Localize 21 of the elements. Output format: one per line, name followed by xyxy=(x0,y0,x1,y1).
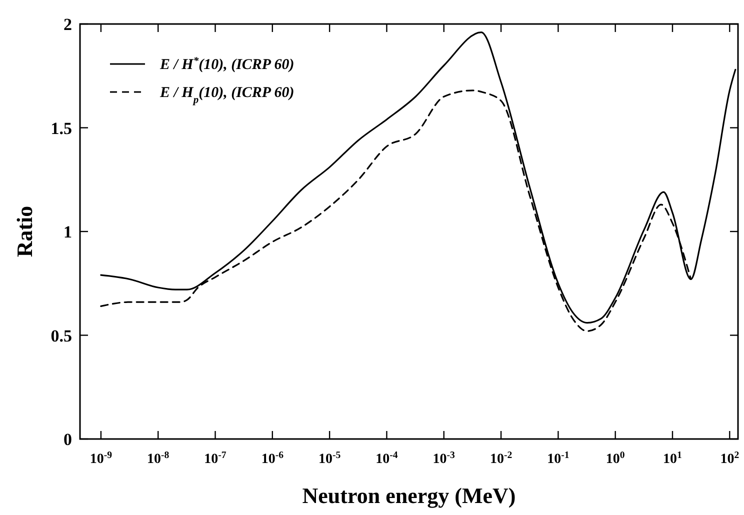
x-tick-label: 10$^{-7}$ xyxy=(204,450,226,467)
x-tick-label: 10$^{-3}$ xyxy=(432,450,456,467)
x-tick-label: 10$^{-1}$ xyxy=(547,450,570,467)
x-axis-title: Neutron energy (MeV) xyxy=(302,483,516,508)
x-tick-label: 10$^{-6}$ xyxy=(261,450,284,467)
x-tick-label: 10$^{-2}$ xyxy=(490,450,512,467)
x-tick-label: 10$^{-4}$ xyxy=(376,450,398,467)
x-tick-label: 10$^{-8}$ xyxy=(147,450,170,467)
y-axis-title: Ratio xyxy=(12,206,37,258)
y-tick-label: 0 xyxy=(64,430,72,449)
legend-label: E / H$^{*}$(10), (ICRP 60) xyxy=(159,56,294,73)
x-tick-label: 10$^{2}$ xyxy=(720,450,740,467)
y-tick-label: 1.5 xyxy=(50,118,72,138)
x-tick-label: 10$^{-9}$ xyxy=(90,450,112,467)
y-tick-label: 2 xyxy=(64,15,72,34)
x-tick-label: 10$^{1}$ xyxy=(663,450,682,467)
y-tick-label: 0.5 xyxy=(50,326,72,346)
x-tick-label: 10$^{-5}$ xyxy=(318,450,341,467)
y-tick-label: 1 xyxy=(64,222,72,242)
legend-label: E / H$_{p}$(10), (ICRP 60) xyxy=(159,85,294,106)
x-tick-label: 10$^{0}$ xyxy=(606,450,625,467)
